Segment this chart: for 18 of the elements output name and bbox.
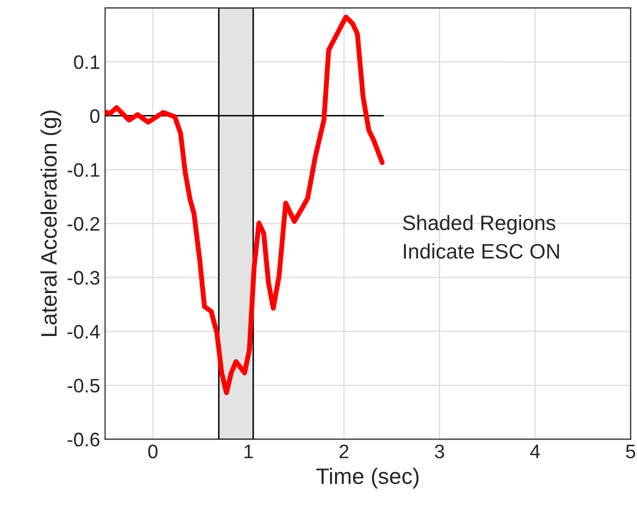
x-tick-label: 4 (530, 444, 540, 458)
x-axis-title: Time (sec) (316, 468, 419, 488)
y-tick-label: 0 (90, 109, 100, 123)
line-series (105, 14, 385, 396)
y-tick-label: -0.3 (68, 270, 100, 285)
y-tick-label: -0.2 (68, 217, 100, 231)
x-tick-label: 5 (626, 444, 636, 458)
y-tick-label: -0.4 (68, 324, 100, 339)
x-tick-label: 2 (340, 444, 348, 458)
x-tick-label: 0 (148, 444, 158, 458)
y-tick-label: -0.1 (68, 163, 100, 177)
x-tick-label: 1 (244, 444, 253, 458)
x-tick-label: 3 (434, 444, 444, 458)
y-tick-label: -0.5 (68, 378, 100, 393)
annotation: Shaded Regions Indicate ESC ON (402, 214, 559, 259)
y-tick-label: -0.6 (68, 432, 100, 446)
y-axis-title: Lateral Acceleration (g) (40, 110, 62, 336)
y-tick-label: 0.1 (74, 55, 100, 70)
